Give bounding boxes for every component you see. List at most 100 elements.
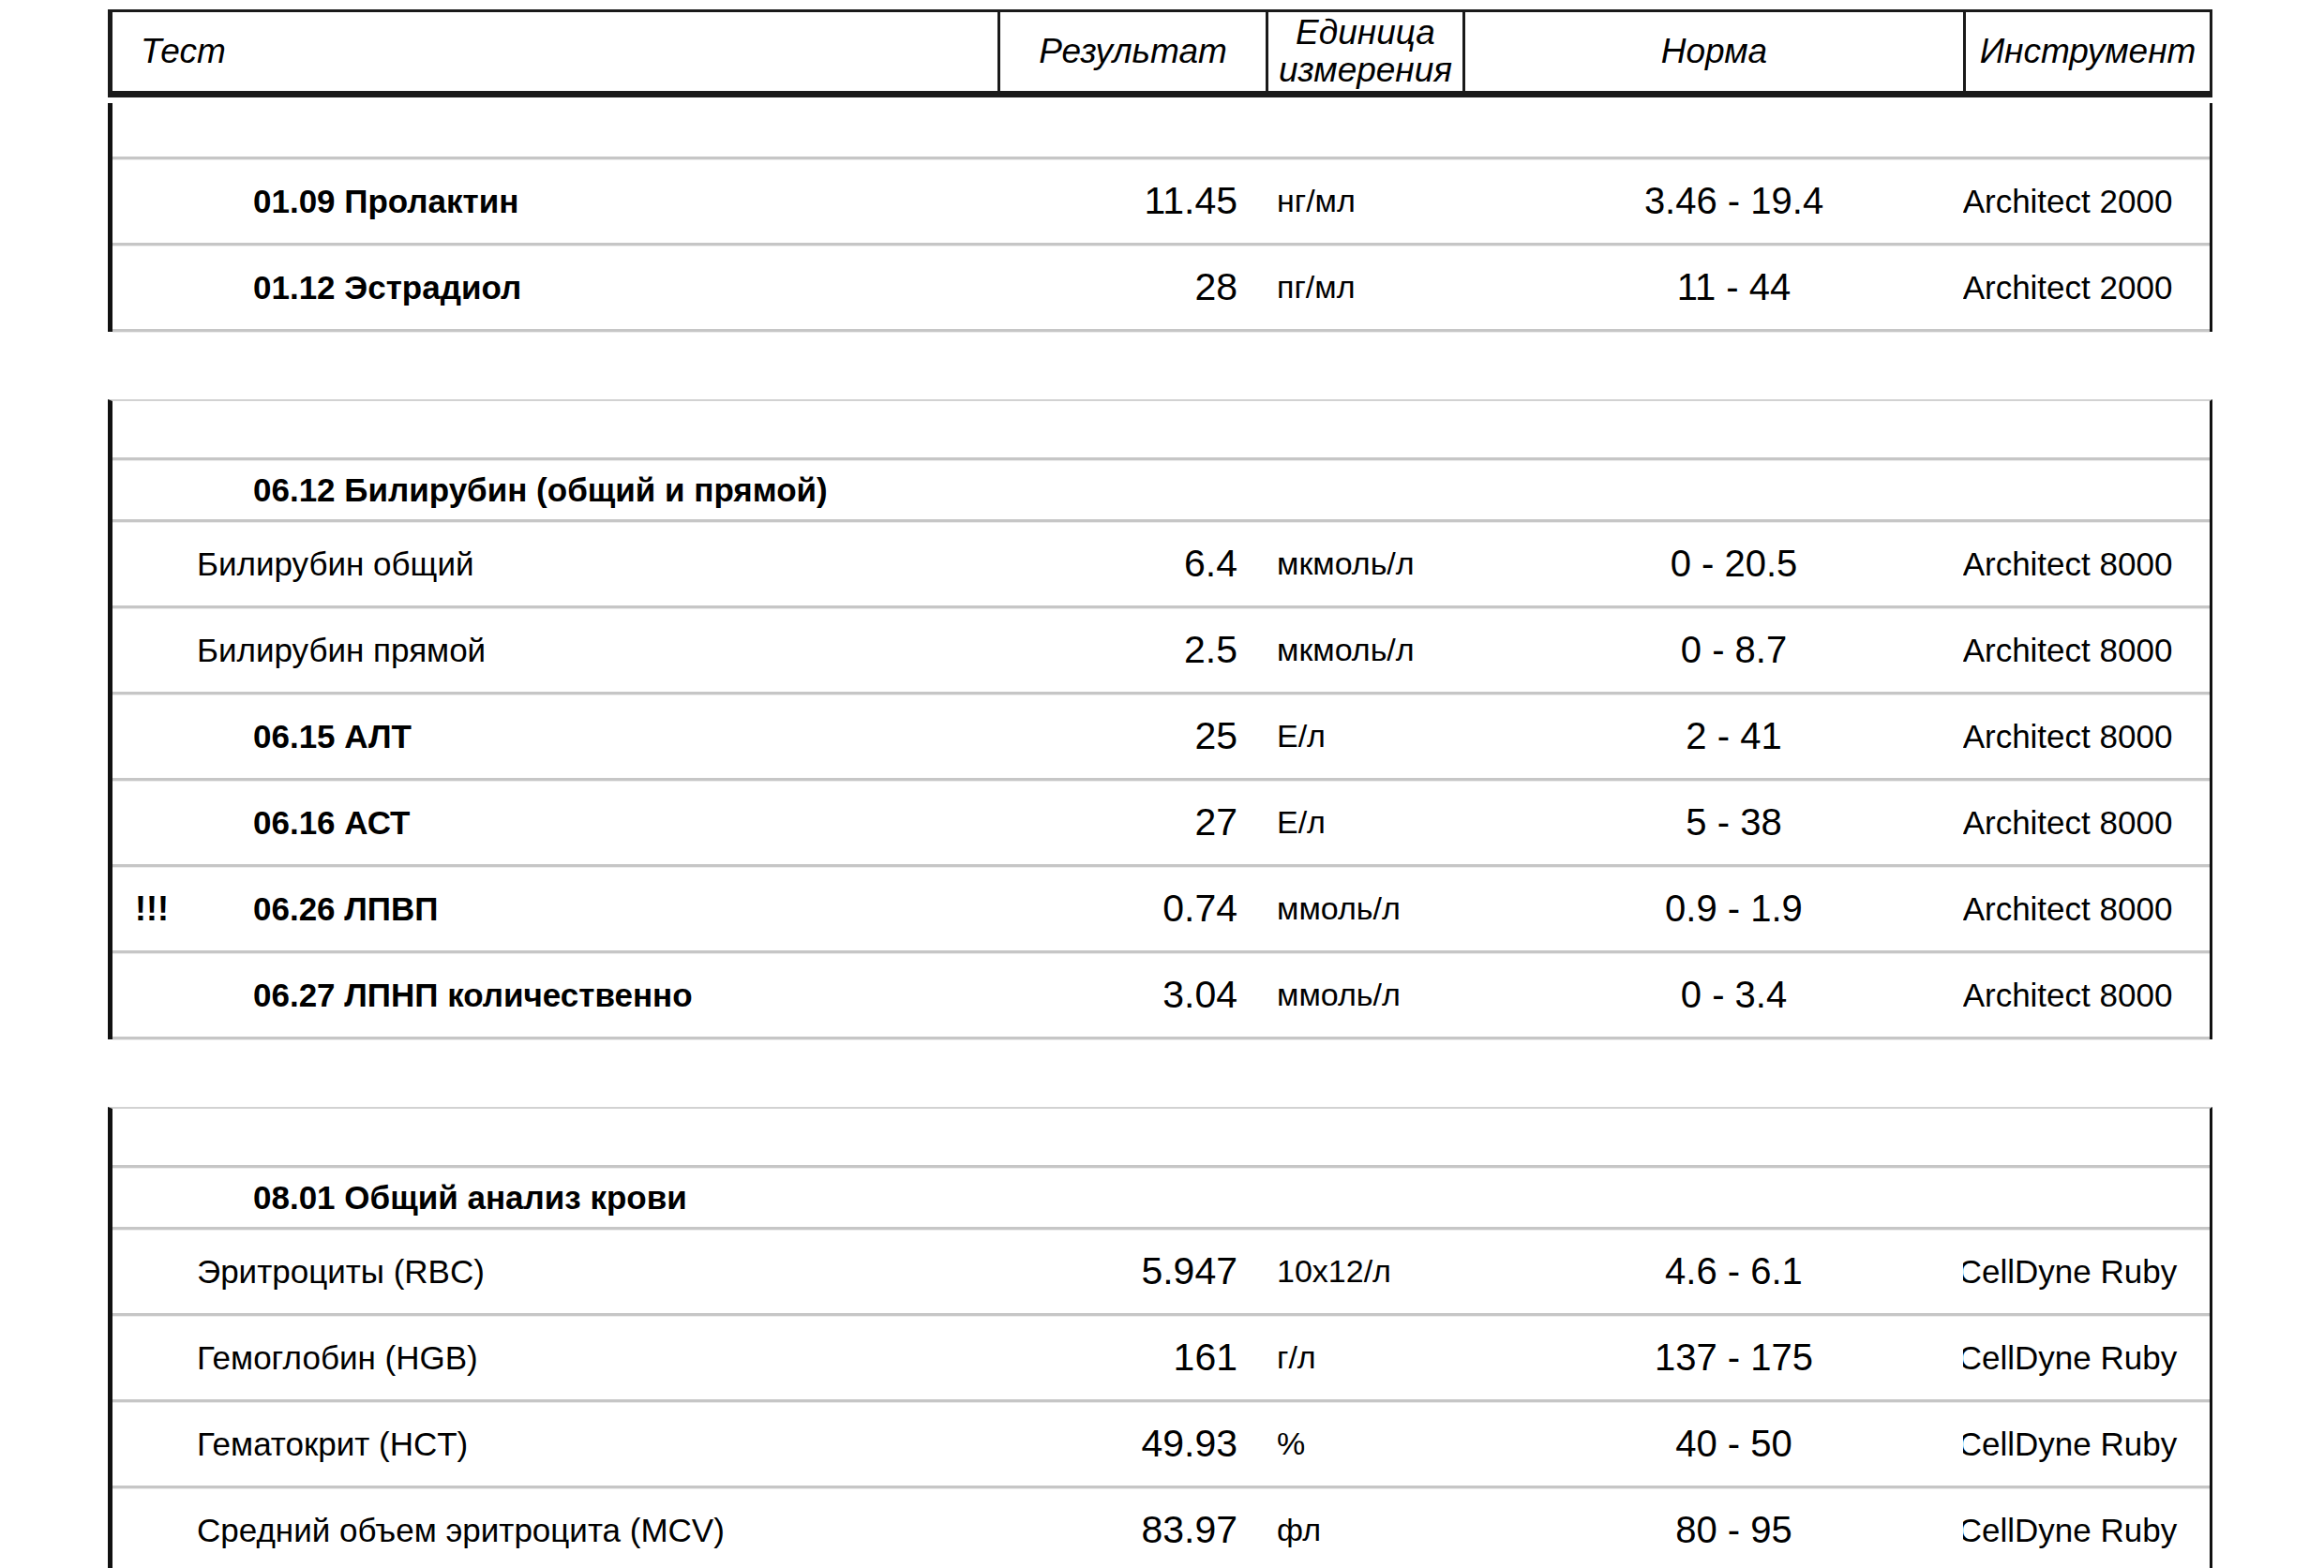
empty-row bbox=[112, 103, 2210, 159]
section-title-text: 08.01 Общий анализ крови bbox=[253, 1179, 687, 1217]
test-name-cell: 06.16 АСТ bbox=[112, 781, 997, 864]
instrument-cell: Architect 8000 bbox=[1963, 522, 2210, 605]
section-title-text: 06.12 Билирубин (общий и прямой) bbox=[253, 471, 828, 509]
section-gap bbox=[108, 1039, 2212, 1107]
test-name-cell: !!! 06.26 ЛПВП bbox=[112, 867, 997, 950]
test-name: Эритроциты (RBC) bbox=[197, 1253, 485, 1291]
result-cell: 5.947 bbox=[997, 1230, 1266, 1313]
section-title-row: 08.01 Общий анализ крови bbox=[112, 1168, 2210, 1230]
instrument-cell: Architect 8000 bbox=[1963, 608, 2210, 692]
unit-cell: 10х12/л bbox=[1266, 1230, 1462, 1313]
table-row: Гемоглобин (HGB) 161 г/л 137 - 175 CellD… bbox=[112, 1316, 2210, 1402]
instrument-cell: Architect 2000 bbox=[1963, 246, 2210, 329]
instrument-cell: CellDyne Ruby bbox=[1963, 1402, 2210, 1486]
unit-cell: фл bbox=[1266, 1488, 1462, 1568]
table-row: Гематокрит (HCT) 49.93 % 40 - 50 CellDyn… bbox=[112, 1402, 2210, 1488]
result-cell: 11.45 bbox=[997, 159, 1266, 243]
instrument-cell: Architect 8000 bbox=[1963, 867, 2210, 950]
section-biochemistry: 06.12 Билирубин (общий и прямой) Билируб… bbox=[108, 399, 2212, 1039]
table-header-row: Тест Результат Единица измерения Норма И… bbox=[108, 9, 2212, 97]
instrument-cell: CellDyne Ruby bbox=[1963, 1316, 2210, 1399]
test-name: Гемоглобин (HGB) bbox=[197, 1339, 478, 1377]
test-name: 06.27 ЛПНП количественно bbox=[253, 977, 693, 1014]
test-name: Средний объем эритроцита (MCV) bbox=[197, 1512, 725, 1549]
norm-cell: 40 - 50 bbox=[1462, 1402, 1963, 1486]
empty-row bbox=[112, 1109, 2210, 1168]
test-name: 01.09 Пролактин bbox=[253, 183, 518, 220]
unit-cell: ммоль/л bbox=[1266, 953, 1462, 1037]
table-row: 06.15 АЛТ 25 Е/л 2 - 41 Architect 8000 bbox=[112, 694, 2210, 781]
test-name-cell: Эритроциты (RBC) bbox=[112, 1230, 997, 1313]
section-gap bbox=[108, 332, 2212, 399]
column-header-test: Тест bbox=[112, 12, 997, 91]
column-header-norm: Норма bbox=[1462, 12, 1963, 91]
column-header-unit: Единица измерения bbox=[1266, 12, 1462, 91]
result-cell: 0.74 bbox=[997, 867, 1266, 950]
norm-cell: 80 - 95 bbox=[1462, 1488, 1963, 1568]
section-title: 08.01 Общий анализ крови bbox=[112, 1168, 2210, 1227]
result-cell: 161 bbox=[997, 1316, 1266, 1399]
norm-cell: 0.9 - 1.9 bbox=[1462, 867, 1963, 950]
abnormal-flag: !!! bbox=[135, 889, 169, 929]
table-row: 06.27 ЛПНП количественно 3.04 ммоль/л 0 … bbox=[112, 953, 2210, 1039]
test-name-cell: Средний объем эритроцита (MCV) bbox=[112, 1488, 997, 1568]
result-cell: 3.04 bbox=[997, 953, 1266, 1037]
test-name: Билирубин общий bbox=[197, 545, 474, 583]
unit-cell: г/л bbox=[1266, 1316, 1462, 1399]
norm-cell: 0 - 20.5 bbox=[1462, 522, 1963, 605]
test-name-cell: Гемоглобин (HGB) bbox=[112, 1316, 997, 1399]
result-cell: 28 bbox=[997, 246, 1266, 329]
result-cell: 27 bbox=[997, 781, 1266, 864]
section-title-row: 06.12 Билирубин (общий и прямой) bbox=[112, 460, 2210, 522]
result-cell: 2.5 bbox=[997, 608, 1266, 692]
instrument-cell: Architect 8000 bbox=[1963, 694, 2210, 778]
unit-cell: Е/л bbox=[1266, 781, 1462, 864]
test-name-cell: Гематокрит (HCT) bbox=[112, 1402, 997, 1486]
result-cell: 49.93 bbox=[997, 1402, 1266, 1486]
table-row: Эритроциты (RBC) 5.947 10х12/л 4.6 - 6.1… bbox=[112, 1230, 2210, 1316]
table-row: Билирубин общий 6.4 мкмоль/л 0 - 20.5 Ar… bbox=[112, 522, 2210, 608]
instrument-cell: CellDyne Ruby bbox=[1963, 1488, 2210, 1568]
test-name-cell: 06.27 ЛПНП количественно bbox=[112, 953, 997, 1037]
table-row: 01.12 Эстрадиол 28 пг/мл 11 - 44 Archite… bbox=[112, 246, 2210, 332]
result-cell: 25 bbox=[997, 694, 1266, 778]
column-header-result: Результат bbox=[997, 12, 1266, 91]
norm-cell: 4.6 - 6.1 bbox=[1462, 1230, 1963, 1313]
test-name: 06.16 АСТ bbox=[253, 804, 411, 842]
test-name-cell: 06.15 АЛТ bbox=[112, 694, 997, 778]
unit-cell: нг/мл bbox=[1266, 159, 1462, 243]
instrument-cell: Architect 8000 bbox=[1963, 953, 2210, 1037]
section-cbc: 08.01 Общий анализ крови Эритроциты (RBC… bbox=[108, 1107, 2212, 1568]
table-row: Средний объем эритроцита (MCV) 83.97 фл … bbox=[112, 1488, 2210, 1568]
norm-cell: 0 - 3.4 bbox=[1462, 953, 1963, 1037]
instrument-cell: Architect 8000 bbox=[1963, 781, 2210, 864]
test-name-cell: Билирубин общий bbox=[112, 522, 997, 605]
norm-cell: 0 - 8.7 bbox=[1462, 608, 1963, 692]
table-row: 06.16 АСТ 27 Е/л 5 - 38 Architect 8000 bbox=[112, 781, 2210, 867]
column-header-instrument: Инструмент bbox=[1963, 12, 2210, 91]
test-name-cell: Билирубин прямой bbox=[112, 608, 997, 692]
unit-cell: % bbox=[1266, 1402, 1462, 1486]
test-name: 01.12 Эстрадиол bbox=[253, 269, 521, 306]
instrument-cell: CellDyne Ruby bbox=[1963, 1230, 2210, 1313]
norm-cell: 3.46 - 19.4 bbox=[1462, 159, 1963, 243]
test-name-cell: 01.12 Эстрадиол bbox=[112, 246, 997, 329]
table-row: Билирубин прямой 2.5 мкмоль/л 0 - 8.7 Ar… bbox=[112, 608, 2210, 694]
test-name: Билирубин прямой bbox=[197, 632, 486, 669]
test-name: Гематокрит (HCT) bbox=[197, 1426, 468, 1463]
result-cell: 6.4 bbox=[997, 522, 1266, 605]
norm-cell: 11 - 44 bbox=[1462, 246, 1963, 329]
empty-row bbox=[112, 401, 2210, 460]
section-title: 06.12 Билирубин (общий и прямой) bbox=[112, 460, 2210, 519]
section-hormones: 01.09 Пролактин 11.45 нг/мл 3.46 - 19.4 … bbox=[108, 103, 2212, 332]
test-name-cell: 01.09 Пролактин bbox=[112, 159, 997, 243]
table-row-flagged: !!! 06.26 ЛПВП 0.74 ммоль/л 0.9 - 1.9 Ar… bbox=[112, 867, 2210, 953]
lab-results-report: Тест Результат Единица измерения Норма И… bbox=[108, 9, 2212, 1568]
instrument-cell: Architect 2000 bbox=[1963, 159, 2210, 243]
result-cell: 83.97 bbox=[997, 1488, 1266, 1568]
unit-cell: мкмоль/л bbox=[1266, 522, 1462, 605]
unit-cell: Е/л bbox=[1266, 694, 1462, 778]
unit-cell: ммоль/л bbox=[1266, 867, 1462, 950]
norm-cell: 137 - 175 bbox=[1462, 1316, 1963, 1399]
unit-cell: пг/мл bbox=[1266, 246, 1462, 329]
